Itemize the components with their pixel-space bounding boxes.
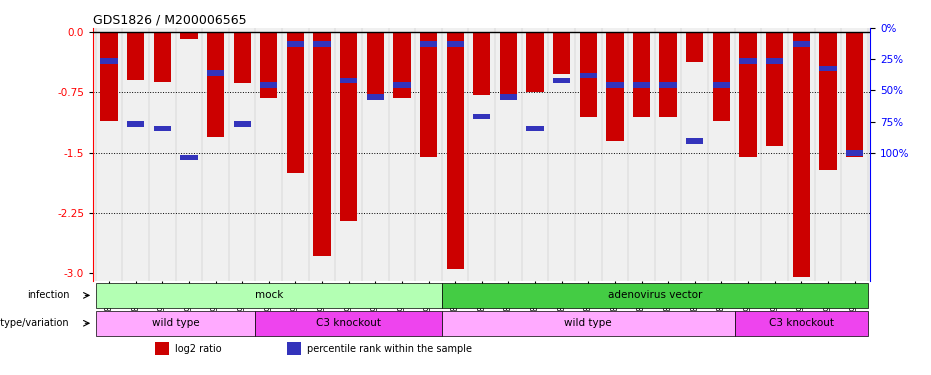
Bar <box>393 82 411 88</box>
Bar <box>580 73 597 78</box>
Text: log2 ratio: log2 ratio <box>175 344 222 354</box>
Bar <box>526 126 544 132</box>
Bar <box>207 32 224 137</box>
Bar <box>819 32 837 171</box>
Text: C3 knockout: C3 knockout <box>769 318 834 328</box>
Bar <box>739 32 757 157</box>
Bar <box>287 41 304 47</box>
Bar <box>154 126 171 132</box>
Bar <box>659 32 677 117</box>
Bar <box>447 32 464 269</box>
Bar <box>659 82 677 88</box>
Bar <box>633 82 650 88</box>
Bar <box>686 138 704 144</box>
Bar <box>393 32 411 98</box>
Bar <box>447 41 464 47</box>
Bar <box>606 32 624 141</box>
Bar <box>234 121 250 127</box>
Bar <box>340 32 358 221</box>
Bar <box>181 155 197 160</box>
Bar <box>287 32 304 173</box>
Bar <box>442 311 735 336</box>
Bar <box>735 311 868 336</box>
Text: GDS1826 / M200006565: GDS1826 / M200006565 <box>93 14 247 27</box>
Bar <box>553 78 571 83</box>
Bar <box>442 283 868 308</box>
Bar <box>526 32 544 93</box>
Bar <box>792 41 810 47</box>
Bar <box>713 82 730 88</box>
Bar <box>420 41 438 47</box>
Text: wild type: wild type <box>152 318 199 328</box>
Bar <box>314 32 331 256</box>
Bar <box>155 342 169 356</box>
Bar <box>819 66 837 71</box>
Text: genotype/variation: genotype/variation <box>0 318 69 328</box>
Bar <box>713 32 730 121</box>
Bar <box>633 32 650 117</box>
Text: wild type: wild type <box>564 318 612 328</box>
Bar <box>367 32 384 98</box>
Bar <box>473 114 491 119</box>
Bar <box>96 311 255 336</box>
Bar <box>500 32 517 95</box>
Bar <box>473 32 491 95</box>
Text: C3 knockout: C3 knockout <box>317 318 381 328</box>
Bar <box>234 32 250 83</box>
Bar <box>127 121 144 127</box>
Bar <box>101 58 117 64</box>
Bar <box>127 32 144 80</box>
Bar <box>255 311 442 336</box>
Bar <box>101 32 117 121</box>
Bar <box>260 82 277 88</box>
Text: mock: mock <box>254 290 283 300</box>
Bar <box>420 32 438 157</box>
Bar <box>686 32 704 62</box>
Text: adenovirus vector: adenovirus vector <box>608 290 702 300</box>
Text: infection: infection <box>27 290 69 300</box>
Bar <box>500 94 517 100</box>
Bar <box>207 70 224 76</box>
Bar <box>739 58 757 64</box>
Bar <box>846 32 863 157</box>
Bar <box>766 32 783 146</box>
Bar <box>766 58 783 64</box>
Bar <box>288 342 302 356</box>
Bar <box>553 32 571 74</box>
Bar <box>260 32 277 98</box>
Bar <box>340 78 358 83</box>
Bar <box>181 32 197 39</box>
Text: percentile rank within the sample: percentile rank within the sample <box>307 344 472 354</box>
Bar <box>154 32 171 82</box>
Bar <box>314 41 331 47</box>
Bar <box>846 150 863 156</box>
Bar <box>606 82 624 88</box>
Bar <box>580 32 597 117</box>
Bar <box>367 94 384 100</box>
Bar <box>792 32 810 278</box>
Bar <box>96 283 442 308</box>
